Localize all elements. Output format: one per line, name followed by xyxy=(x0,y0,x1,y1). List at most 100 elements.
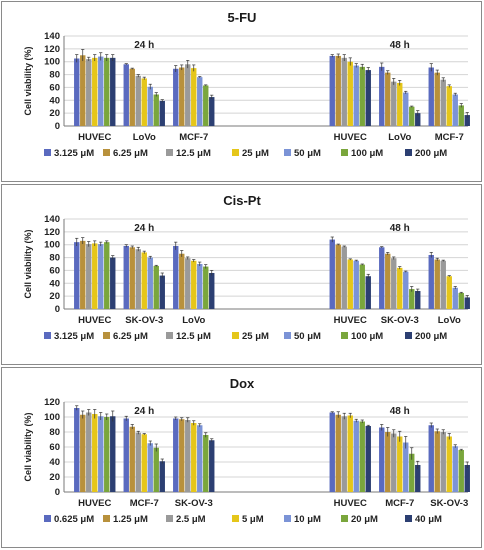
bar-huvec-10-m xyxy=(98,416,104,492)
bar-lovo-200-m xyxy=(159,100,165,126)
x-category-label: HUVEC xyxy=(334,132,367,143)
bar-mcf-7-12-5-m xyxy=(440,79,446,126)
x-category-label: HUVEC xyxy=(78,315,111,326)
legend-label: 50 μM xyxy=(294,148,321,159)
bar-mcf-7-2-5-m xyxy=(135,432,141,492)
legend-item-100-m: 100 μM xyxy=(341,331,383,342)
bar-sk-ov-3-2-5-m xyxy=(185,420,191,492)
legend-swatch xyxy=(341,515,348,522)
legend-swatch xyxy=(232,332,239,339)
bar-mcf-7-1-25-m xyxy=(385,432,391,492)
y-tick-label: 60 xyxy=(49,265,60,276)
bar-huvec-25-m xyxy=(347,61,353,126)
bar-sk-ov-3-12-5-m xyxy=(135,249,141,309)
bar-lovo-6-25-m xyxy=(179,253,185,309)
bar-group-24-h-huvec xyxy=(74,49,116,127)
time-label: 48 h xyxy=(390,223,410,234)
bar-mcf-7-5-m xyxy=(397,436,403,492)
time-label: 48 h xyxy=(390,40,410,51)
bar-group-48-h-huvec xyxy=(329,53,371,126)
bar-lovo-50-m xyxy=(197,264,203,309)
bar-mcf-7-40-m xyxy=(415,465,421,492)
bar-sk-ov-3-100-m xyxy=(409,289,415,309)
bar-lovo-25-m xyxy=(191,260,197,309)
y-tick-label: 140 xyxy=(44,31,60,42)
y-tick-label: 40 xyxy=(49,457,60,468)
legend-label: 20 μM xyxy=(351,514,378,525)
legend-label: 5 μM xyxy=(242,514,264,525)
bar-sk-ov-3-25-m xyxy=(141,252,147,309)
bar-mcf-7-5-m xyxy=(141,434,147,492)
legend-item-2-5-m: 2.5 μM xyxy=(166,514,206,525)
bar-mcf-7-50-m xyxy=(452,94,458,126)
legend-label: 12.5 μM xyxy=(176,148,211,159)
legend-swatch xyxy=(341,332,348,339)
bar-huvec-0-625-m xyxy=(329,412,335,492)
legend-item-12-5-m: 12.5 μM xyxy=(166,331,211,342)
bar-lovo-12-5-m xyxy=(440,260,446,309)
bar-lovo-25-m xyxy=(397,82,403,126)
time-label: 48 h xyxy=(390,406,410,417)
chart-title: Cis-Pt xyxy=(223,193,261,208)
bar-huvec-6-25-m xyxy=(80,240,86,309)
legend-swatch xyxy=(44,149,51,156)
bar-sk-ov-3-200-m xyxy=(415,291,421,309)
y-tick-label: 20 xyxy=(49,472,60,483)
y-tick-label: 20 xyxy=(49,108,60,119)
bar-huvec-5-m xyxy=(92,414,98,492)
bar-mcf-7-2-5-m xyxy=(391,433,397,492)
bar-sk-ov-3-1-25-m xyxy=(434,431,440,492)
legend-item-50-m: 50 μM xyxy=(284,331,321,342)
y-axis-label: Cell viability (%) xyxy=(23,229,33,298)
legend-swatch xyxy=(284,515,291,522)
legend-item-0-625-m: 0.625 μM xyxy=(44,514,94,525)
bar-sk-ov-3-40-m xyxy=(464,465,470,492)
bar-sk-ov-3-12-5-m xyxy=(391,258,397,309)
bar-huvec-3-125-m xyxy=(329,239,335,309)
bar-mcf-7-20-m xyxy=(153,447,159,492)
x-category-label: SK-OV-3 xyxy=(381,315,419,326)
legend-label: 100 μM xyxy=(351,148,383,159)
legend-swatch xyxy=(103,149,110,156)
x-category-label: MCF-7 xyxy=(130,498,159,509)
x-category-label: LoVo xyxy=(133,132,156,143)
bar-lovo-12-5-m xyxy=(135,75,141,126)
legend-swatch xyxy=(103,332,110,339)
bar-lovo-50-m xyxy=(147,86,153,126)
legend-label: 1.25 μM xyxy=(113,514,148,525)
legend-swatch xyxy=(44,515,51,522)
legend-label: 3.125 μM xyxy=(54,148,94,159)
bar-group-24-h-mcf-7 xyxy=(173,60,215,126)
y-tick-label: 80 xyxy=(49,70,60,81)
bar-huvec-20-m xyxy=(359,421,365,492)
bar-huvec-12-5-m xyxy=(341,246,347,309)
chart-panel-5fu: 5-FU 0 20 40 60 80 100 120 140 Cell viability (%)… xyxy=(1,1,482,182)
bar-lovo-6-25-m xyxy=(385,72,391,126)
bar-group-24-h-lovo xyxy=(123,63,165,126)
y-tick-label: 100 xyxy=(44,57,60,68)
bar-huvec-200-m xyxy=(365,70,371,126)
bar-huvec-40-m xyxy=(110,416,116,492)
bar-sk-ov-3-5-m xyxy=(191,423,197,492)
bar-huvec-50-m xyxy=(98,56,104,127)
bar-huvec-100-m xyxy=(104,57,110,126)
bar-mcf-7-3-125-m xyxy=(173,68,179,126)
bar-huvec-5-m xyxy=(347,415,353,492)
time-label: 24 h xyxy=(134,406,154,417)
y-tick-label: 40 xyxy=(49,95,60,106)
legend-label: 12.5 μM xyxy=(176,331,211,342)
legend-swatch xyxy=(405,332,412,339)
legend-swatch xyxy=(166,515,173,522)
y-axis-label: Cell viability (%) xyxy=(23,412,33,481)
bar-sk-ov-3-3-125-m xyxy=(123,246,129,309)
legend-item-200-m: 200 μM xyxy=(405,331,447,342)
bar-lovo-6-25-m xyxy=(434,259,440,309)
y-tick-label: 40 xyxy=(49,278,60,289)
bar-huvec-200-m xyxy=(365,276,371,309)
bar-huvec-12-5-m xyxy=(86,244,92,309)
bar-huvec-12-5-m xyxy=(86,59,92,127)
legend-swatch xyxy=(284,332,291,339)
bar-lovo-200-m xyxy=(464,297,470,309)
bar-lovo-50-m xyxy=(452,287,458,309)
